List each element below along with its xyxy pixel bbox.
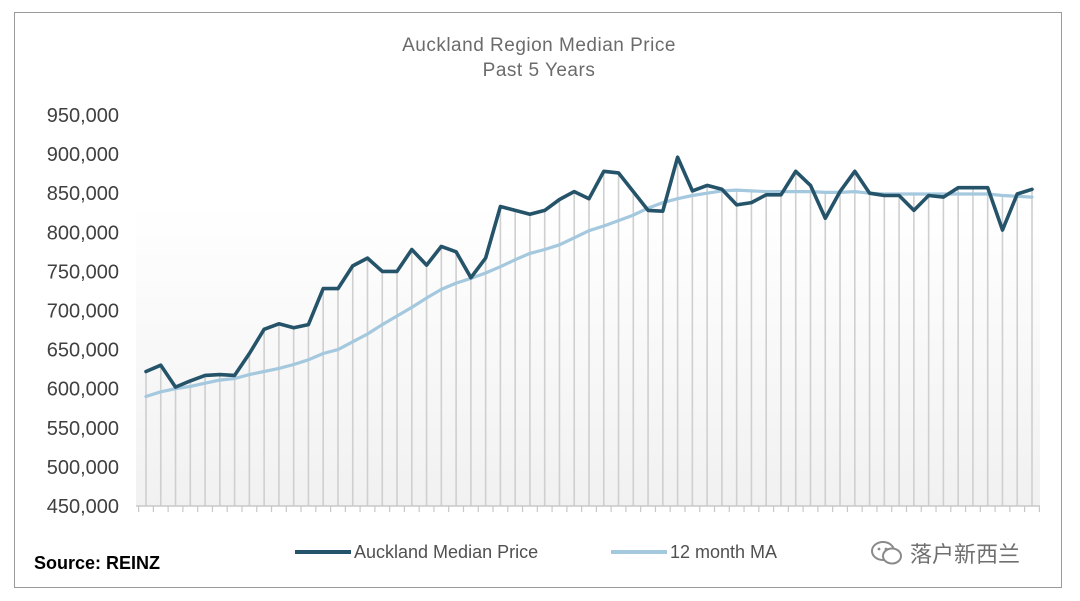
vertical-droplines [145,157,1033,506]
plot-background [136,203,1040,506]
y-tick-label: 850,000 [47,183,119,205]
chart-subtitle: Past 5 Years [483,60,596,81]
legend-label-median: Auckland Median Price [354,542,538,562]
legend-label-ma: 12 month MA [670,542,777,562]
y-tick-label: 700,000 [47,301,119,323]
series-line-median-price [144,155,1034,389]
y-tick-label: 900,000 [47,144,119,166]
y-tick-label: 800,000 [47,222,119,244]
y-tick-label: 550,000 [47,418,119,440]
x-axis [136,505,1040,512]
y-tick-label: 950,000 [47,105,119,127]
y-tick-label: 750,000 [47,261,119,283]
y-tick-label: 600,000 [47,379,119,401]
watermark-text: 落户新西兰 [910,543,1021,568]
plot-shading [136,203,1040,506]
y-tick-label: 500,000 [47,457,119,479]
y-tick-label: 650,000 [47,340,119,362]
chart-title: Auckland Region Median Price [402,35,676,56]
chart-canvas: 950,000 900,000 850,000 800,000 750,000 700,0… [47,35,1040,562]
wechat-icon [871,541,902,565]
chart-frame: 950,000 900,000 850,000 800,000 750,000 700,0… [14,12,1062,588]
series-lines [144,155,1034,399]
y-axis-ticks: 950,000 900,000 850,000 800,000 750,000 700,0… [47,105,119,518]
legend: Auckland Median Price 12 month MA [295,542,777,562]
watermark: 落户新西兰 [870,535,1020,571]
source-note: Source: REINZ [34,553,161,573]
y-tick-label: 450,000 [47,496,119,518]
